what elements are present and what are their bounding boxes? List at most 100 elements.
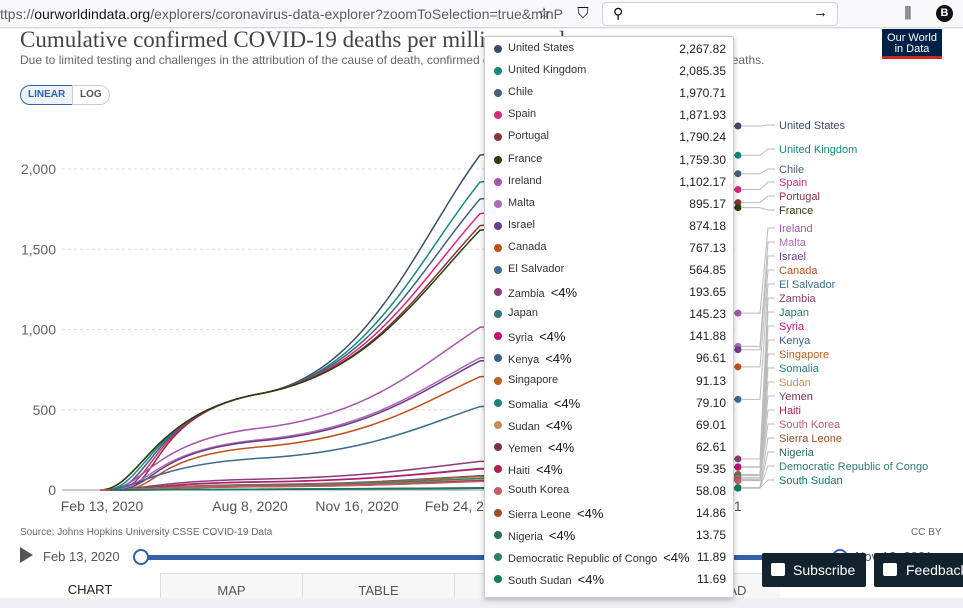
y-tick-label: 1,000 xyxy=(21,322,56,338)
series-end-point xyxy=(734,186,742,194)
end-label-connector xyxy=(741,367,775,478)
url-domain: ourworldindata.org xyxy=(34,6,151,22)
series-color-dot xyxy=(494,420,502,429)
end-label-connector xyxy=(741,311,775,468)
subscribe-button[interactable]: Subscribe xyxy=(762,553,866,587)
tooltip-value: 193.65 xyxy=(689,285,726,300)
feedback-button[interactable]: Feedback xyxy=(874,553,963,587)
address-bar-url[interactable]: ttps://ourworldindata.org/explorers/coro… xyxy=(0,6,564,22)
series-end-point xyxy=(734,363,742,371)
tab-chart[interactable]: CHART xyxy=(20,573,160,598)
license-label[interactable]: CC BY xyxy=(911,527,942,538)
tooltip-series-name: Yemen <4% xyxy=(508,439,575,455)
search-bar[interactable]: ⚲ → xyxy=(602,2,838,26)
series-color-dot xyxy=(494,553,502,562)
arrow-right-icon[interactable]: → xyxy=(813,4,828,21)
owid-logo[interactable]: Our World in Data xyxy=(882,29,942,59)
end-label-connector xyxy=(741,353,775,476)
series-color-dot xyxy=(494,464,502,473)
end-label-connector xyxy=(741,479,775,489)
tooltip-value: 564.85 xyxy=(689,263,726,277)
end-label-connector xyxy=(741,339,775,475)
series-end-label: El Salvador xyxy=(779,279,836,291)
tooltip-row: Sudan <4% 69.01 xyxy=(485,415,735,437)
end-label-connector xyxy=(741,325,775,468)
tooltip-share-note: <4% xyxy=(539,329,566,345)
tooltip-share-note: <4% xyxy=(577,506,604,522)
series-end-point xyxy=(734,309,742,317)
tooltip-row: Spain 1,871.93 xyxy=(485,105,735,127)
tooltip-series-name: Haiti <4% xyxy=(508,461,563,477)
series-line xyxy=(104,312,736,491)
tooltip-row: Japan 145.23 xyxy=(485,304,735,326)
end-label-connector xyxy=(741,381,775,480)
end-label-connector xyxy=(741,181,775,191)
y-tick-label: 1,500 xyxy=(21,241,56,257)
tooltip-value: 874.18 xyxy=(689,218,726,233)
series-color-dot xyxy=(494,354,502,363)
source-note[interactable]: Source: Johns Hopkins University CSSE CO… xyxy=(20,527,273,538)
browser-toolbar: ttps://ourworldindata.org/explorers/coro… xyxy=(0,0,963,28)
tooltip-share-note: <4% xyxy=(550,285,578,301)
tab-map[interactable]: MAP xyxy=(160,573,302,598)
series-end-point xyxy=(734,199,742,207)
tooltip-value: 141.88 xyxy=(689,329,726,344)
tooltip-value: 895.17 xyxy=(689,196,726,211)
tooltip-row: South Korea 58.08 xyxy=(485,481,735,503)
tooltip-share-note: <4% xyxy=(545,351,572,367)
series-end-label: Sudan xyxy=(779,377,811,389)
end-label-connector xyxy=(741,297,775,460)
tooltip-series-name: South Korea xyxy=(508,484,570,496)
tooltip-value: 1,970.71 xyxy=(679,86,726,101)
bookmark-star-icon[interactable]: ☆ xyxy=(537,5,551,22)
linear-scale-button[interactable]: LINEAR xyxy=(20,85,74,105)
tooltip-share-note: <4% xyxy=(536,461,563,477)
series-end-point xyxy=(734,395,742,403)
tooltip-series-name: Ireland xyxy=(508,174,542,187)
series-color-dot xyxy=(494,45,502,53)
profile-avatar[interactable]: B xyxy=(936,5,953,22)
tooltip-series-name: Sierra Leone <4% xyxy=(508,506,604,522)
tooltip-series-name: Democratic Republic of Congo <4% xyxy=(508,550,690,566)
library-icon[interactable]: ⫼ xyxy=(904,5,912,22)
series-end-label: Ireland xyxy=(779,223,813,235)
tooltip-series-name: Somalia <4% xyxy=(508,395,581,411)
end-label-connector xyxy=(741,124,775,127)
tooltip-row: Ireland 1,102.17 xyxy=(485,172,735,194)
timeline-start-handle[interactable] xyxy=(133,549,149,565)
tooltip-row: Haiti <4% 59.35 xyxy=(485,459,735,481)
tab-table[interactable]: TABLE xyxy=(302,573,454,598)
series-color-dot xyxy=(494,155,502,164)
series-end-label: Yemen xyxy=(779,391,813,403)
tooltip-value: 13.75 xyxy=(695,528,726,543)
end-label-connector xyxy=(741,409,775,481)
series-line xyxy=(104,458,736,491)
play-icon[interactable] xyxy=(20,547,33,563)
series-end-point xyxy=(734,346,742,354)
series-color-dot xyxy=(494,332,502,341)
series-color-dot xyxy=(494,575,502,584)
series-end-point xyxy=(734,463,742,471)
chart-canvas: 0 500 1,000 1,500 2,000 Feb 13, 2020 Aug 8, 20… xyxy=(21,120,928,514)
series-end-label: South Sudan xyxy=(779,475,843,487)
tooltip-share-note: <4% xyxy=(545,417,573,433)
tooltip-row: Democratic Republic of Congo <4% 11.89 xyxy=(485,547,735,569)
end-label-connector xyxy=(741,269,775,368)
chart-series xyxy=(99,122,742,492)
chart-title: Cumulative confirmed COVID-19 deaths per… xyxy=(20,27,576,52)
series-line xyxy=(119,366,736,491)
tooltip-value: 1,790.24 xyxy=(679,130,726,145)
pocket-icon[interactable]: ⛉ xyxy=(577,5,589,22)
tooltip-value: 1,759.30 xyxy=(679,152,726,167)
tooltip-row: Kenya <4% 96.61 xyxy=(485,348,735,370)
series-end-label: South Korea xyxy=(779,419,841,431)
tooltip-value: 58.08 xyxy=(695,484,726,498)
series-color-dot xyxy=(494,67,502,76)
series-end-point xyxy=(734,484,742,492)
series-end-label: Portugal xyxy=(779,191,820,203)
log-scale-button[interactable]: LOG xyxy=(72,85,110,105)
series-end-label: Israel xyxy=(779,251,806,263)
end-label-connector xyxy=(741,241,775,347)
tooltip-row: Singapore 91.13 xyxy=(485,371,735,393)
